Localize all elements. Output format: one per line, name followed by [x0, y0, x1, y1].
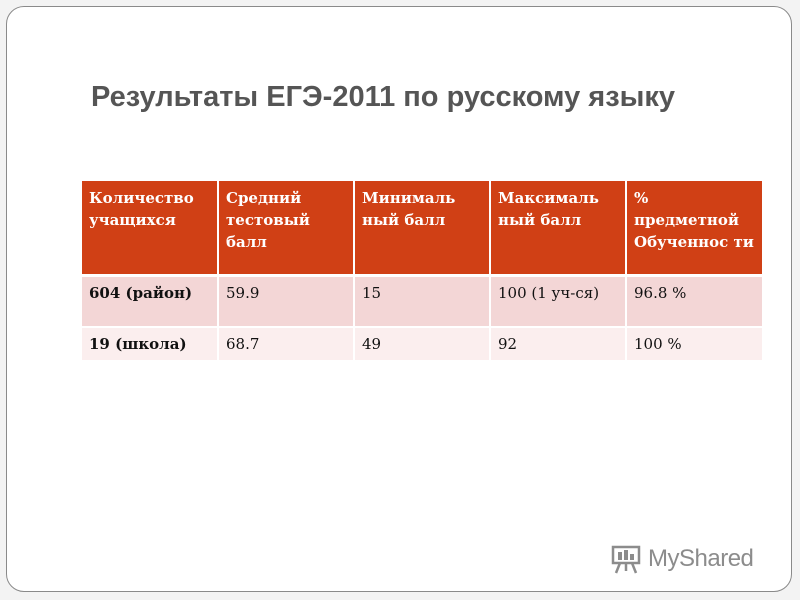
- slide: Результаты ЕГЭ-2011 по русскому языку Ко…: [6, 6, 792, 592]
- header-student-count: Количество учащихся: [82, 181, 219, 277]
- presentation-board-icon: [611, 545, 641, 574]
- header-average-score: Средний тестовый балл: [218, 181, 355, 277]
- cell-minimum-score: 49: [354, 327, 491, 360]
- cell-average-score: 59.9: [218, 275, 355, 328]
- cell-learning-percentage: 96.8 %: [626, 275, 762, 328]
- cell-average-score: 68.7: [218, 327, 355, 360]
- header-minimum-score: Минималь ный балл: [354, 181, 491, 277]
- slide-title: Результаты ЕГЭ-2011 по русскому языку: [91, 81, 676, 113]
- results-table: Количество учащихся Средний тестовый бал…: [82, 181, 762, 360]
- header-maximum-score: Максималь ный балл: [490, 181, 627, 277]
- table-header-row: Количество учащихся Средний тестовый бал…: [82, 181, 762, 277]
- cell-minimum-score: 15: [354, 275, 491, 328]
- cell-student-count: 604 (район): [82, 275, 219, 328]
- cell-learning-percentage: 100 %: [626, 327, 762, 360]
- watermark: MyShared: [610, 543, 754, 575]
- cell-student-count: 19 (школа): [82, 327, 219, 360]
- header-learning-percentage: % предметной Обученнос ти: [626, 181, 762, 277]
- cell-maximum-score: 92: [490, 327, 627, 360]
- cell-maximum-score: 100 (1 уч-ся): [490, 275, 627, 328]
- table-row: 604 (район) 59.9 15 100 (1 уч-ся) 96.8 %: [82, 275, 762, 328]
- table-row: 19 (школа) 68.7 49 92 100 %: [82, 327, 762, 360]
- watermark-text: MyShared: [648, 545, 754, 572]
